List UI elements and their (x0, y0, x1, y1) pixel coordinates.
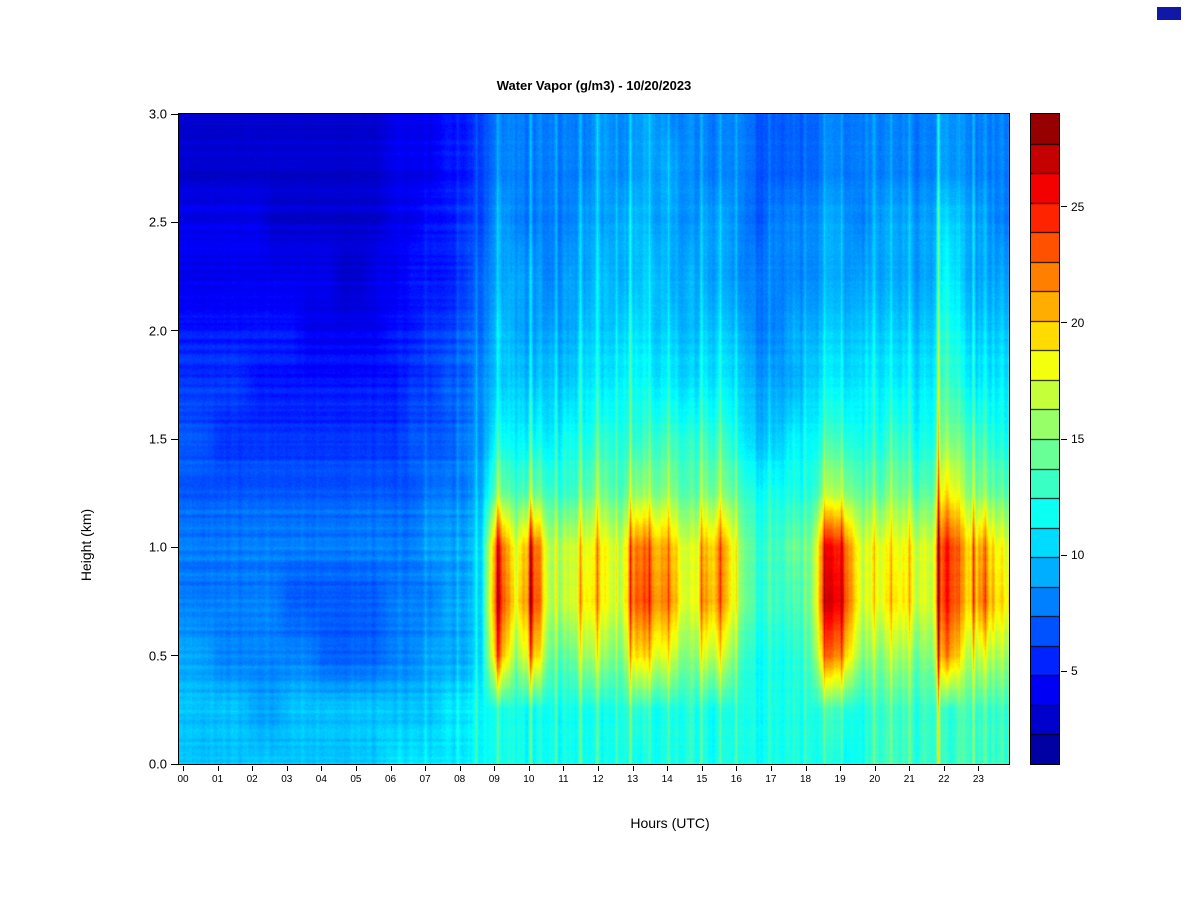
x-tick-mark (874, 766, 876, 771)
x-tick-mark (321, 766, 323, 771)
x-tick-mark (943, 766, 945, 771)
x-tick-mark (252, 766, 254, 771)
x-tick-label: 17 (765, 774, 777, 785)
colorbar (1030, 113, 1060, 765)
x-tick-mark (667, 766, 669, 771)
colorbar-tick-mark (1061, 438, 1067, 440)
y-axis-label: Height (km) (78, 508, 94, 582)
colorbar-tick-label: 5 (1071, 664, 1078, 679)
colorbar-tick-mark (1061, 322, 1067, 324)
y-tick-mark (171, 330, 178, 332)
x-tick-label: 06 (384, 774, 397, 785)
x-tick-mark (217, 766, 219, 771)
x-tick-label: 13 (627, 774, 639, 785)
x-tick-mark (183, 766, 184, 771)
x-tick-mark (355, 766, 357, 771)
x-tick-mark (805, 766, 807, 771)
x-tick-label: 16 (730, 774, 742, 785)
colorbar-tick-mark (1061, 670, 1067, 672)
x-tick-label: 00 (177, 774, 189, 785)
chart-title: Water Vapor (g/m3) - 10/20/2023 (496, 78, 692, 93)
x-tick-mark (909, 766, 911, 771)
colorbar-tick-label: 25 (1071, 199, 1085, 214)
y-tick-label: 1.0 (148, 539, 167, 555)
x-tick-mark (978, 766, 980, 771)
x-tick-label: 01 (212, 774, 224, 785)
y-tick-label: 3.0 (148, 106, 167, 122)
heatmap-canvas (179, 114, 1009, 764)
x-tick-mark (390, 766, 392, 771)
x-tick-label: 23 (972, 774, 984, 785)
x-tick-label: 22 (938, 774, 950, 785)
y-tick-mark (171, 113, 178, 115)
x-tick-label: 12 (592, 774, 604, 785)
x-tick-label: 11 (558, 774, 569, 785)
x-tick-mark (632, 766, 634, 771)
x-tick-label: 03 (281, 774, 293, 785)
y-tick-mark (171, 438, 178, 440)
colorbar-canvas (1031, 114, 1059, 764)
x-tick-mark (425, 766, 427, 771)
x-tick-label: 15 (696, 774, 708, 785)
corner-swatch (1157, 7, 1181, 20)
y-tick-label: 2.5 (148, 214, 167, 230)
colorbar-tick-mark (1061, 554, 1067, 556)
y-tick-mark (171, 655, 178, 657)
y-tick-label: 1.5 (148, 431, 167, 447)
x-tick-label: 09 (488, 774, 500, 785)
x-tick-label: 07 (419, 774, 431, 785)
x-tick-mark (286, 766, 288, 771)
x-tick-mark (459, 766, 461, 771)
y-tick-label: 2.0 (148, 323, 167, 339)
y-tick-mark (171, 221, 178, 223)
x-tick-mark (840, 766, 842, 771)
y-tick-mark (171, 546, 178, 548)
x-tick-label: 14 (661, 774, 673, 785)
x-axis-label: Hours (UTC) (630, 815, 710, 831)
colorbar-tick-label: 20 (1071, 315, 1085, 330)
x-tick-label: 20 (869, 774, 881, 785)
x-tick-mark (598, 766, 599, 771)
y-tick-label: 0.0 (148, 756, 167, 772)
colorbar-tick-mark (1061, 206, 1067, 208)
colorbar-tick-label: 15 (1071, 432, 1085, 446)
x-tick-mark (736, 766, 738, 771)
y-tick-mark (171, 763, 178, 765)
x-tick-label: 02 (246, 774, 258, 785)
x-tick-label: 19 (834, 774, 846, 785)
x-tick-mark (494, 766, 496, 771)
x-tick-mark (770, 766, 772, 771)
x-tick-label: 04 (315, 774, 327, 785)
x-tick-label: 05 (350, 774, 362, 785)
x-tick-label: 21 (903, 774, 915, 785)
plot-area (178, 113, 1010, 765)
x-tick-mark (701, 766, 703, 771)
x-tick-mark (563, 766, 565, 771)
x-tick-label: 08 (454, 774, 466, 785)
x-tick-mark (528, 766, 530, 771)
x-tick-label: 18 (799, 774, 812, 785)
x-tick-label: 10 (523, 774, 535, 785)
colorbar-tick-label: 10 (1071, 548, 1085, 563)
y-tick-label: 0.5 (148, 648, 167, 664)
